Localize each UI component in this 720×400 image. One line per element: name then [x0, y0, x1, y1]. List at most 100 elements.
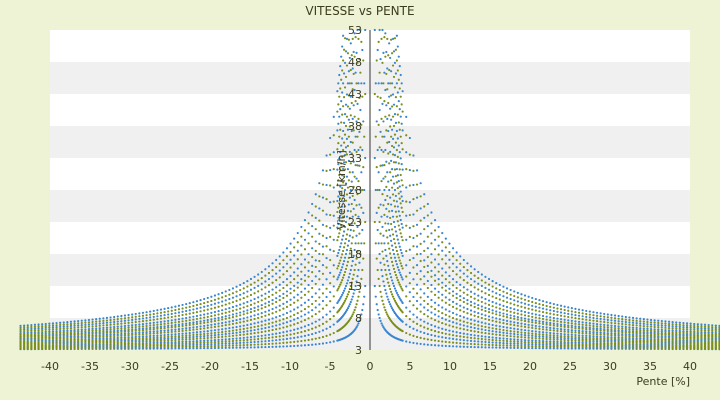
data-point	[552, 313, 555, 316]
data-point	[253, 302, 256, 305]
data-point	[350, 54, 353, 57]
data-point	[145, 311, 148, 314]
data-point	[531, 308, 534, 311]
data-point	[395, 34, 398, 37]
data-point	[257, 337, 260, 341]
data-point	[516, 342, 519, 345]
data-point	[624, 325, 627, 329]
data-point	[260, 334, 263, 337]
data-point	[282, 307, 285, 310]
data-point	[391, 115, 395, 118]
data-point	[385, 292, 388, 295]
data-point	[477, 334, 480, 337]
data-point	[116, 322, 119, 326]
data-point	[391, 233, 395, 236]
data-point	[385, 104, 388, 107]
data-point	[473, 343, 476, 346]
data-point	[235, 304, 238, 307]
data-point	[210, 311, 213, 314]
data-point	[95, 324, 98, 328]
data-point	[167, 324, 170, 328]
data-point	[399, 190, 402, 193]
data-point	[405, 264, 408, 267]
data-point	[401, 267, 404, 270]
data-point	[141, 340, 145, 343]
data-point	[707, 341, 710, 344]
data-point	[635, 319, 638, 322]
data-point	[567, 333, 570, 336]
data-point	[192, 323, 195, 326]
data-point	[437, 326, 440, 329]
data-point	[495, 313, 498, 316]
data-point	[570, 326, 573, 329]
data-point	[361, 308, 364, 312]
data-point	[502, 322, 505, 325]
data-point	[509, 329, 512, 333]
data-point	[332, 168, 335, 171]
data-point	[469, 313, 473, 316]
data-point	[307, 242, 310, 245]
data-point	[37, 340, 40, 344]
data-point	[556, 329, 559, 332]
data-point	[170, 324, 173, 327]
data-point	[693, 335, 696, 338]
data-point	[477, 337, 480, 340]
data-point	[570, 337, 573, 340]
data-point	[433, 334, 437, 337]
data-point	[358, 290, 361, 293]
data-point	[426, 295, 429, 298]
data-point	[462, 258, 465, 262]
data-point	[664, 330, 667, 333]
data-point	[707, 343, 710, 346]
data-point	[307, 253, 310, 256]
data-point	[523, 294, 527, 297]
data-point	[610, 332, 613, 335]
data-point	[538, 335, 541, 338]
data-point	[520, 336, 523, 339]
data-point	[531, 341, 534, 344]
data-point	[534, 332, 537, 336]
data-point	[646, 341, 649, 345]
data-point	[26, 343, 29, 346]
data-point	[552, 302, 555, 306]
data-point	[405, 224, 408, 227]
data-point	[351, 67, 354, 70]
data-point	[231, 339, 235, 343]
data-point	[495, 344, 498, 347]
data-point	[181, 342, 184, 345]
data-point	[505, 322, 509, 325]
data-point	[657, 324, 660, 327]
data-point	[466, 275, 469, 278]
data-point	[574, 345, 577, 349]
data-point	[588, 334, 591, 338]
data-point	[342, 48, 346, 51]
data-point	[386, 194, 389, 198]
data-point	[592, 346, 595, 349]
data-point	[649, 325, 653, 328]
data-point	[314, 216, 317, 219]
data-point	[167, 342, 170, 346]
data-point	[455, 331, 458, 334]
data-point	[635, 337, 638, 340]
data-point	[138, 325, 141, 328]
data-point	[127, 321, 130, 324]
data-point	[349, 284, 352, 288]
data-point	[167, 344, 170, 347]
data-point	[289, 337, 292, 340]
data-point	[134, 328, 137, 331]
data-point	[653, 346, 656, 349]
data-point	[361, 148, 364, 152]
data-point	[311, 202, 314, 206]
data-point	[480, 337, 483, 341]
data-point	[170, 328, 173, 331]
data-point	[192, 321, 195, 324]
data-point	[473, 297, 476, 300]
data-point	[141, 311, 145, 314]
data-point	[257, 296, 260, 299]
data-point	[585, 309, 588, 313]
data-point	[329, 168, 332, 172]
data-point	[401, 320, 404, 323]
data-point	[408, 136, 411, 140]
data-point	[145, 316, 148, 320]
data-point	[217, 297, 220, 300]
